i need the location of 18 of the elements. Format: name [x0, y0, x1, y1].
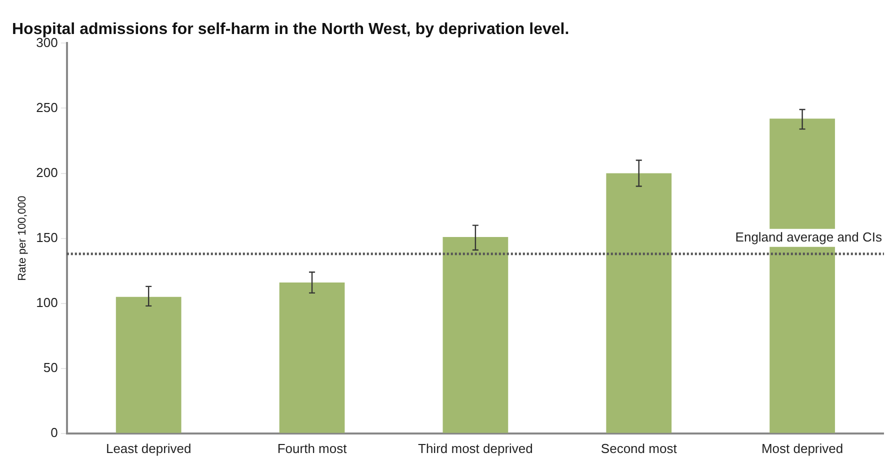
y-axis-title: Rate per 100,000: [16, 196, 29, 281]
bar: [606, 173, 672, 433]
y-tick-label: 250: [36, 100, 58, 115]
bar: [442, 237, 508, 433]
y-tick-label: 100: [36, 294, 58, 310]
x-tick-label: Fourth most: [277, 440, 348, 456]
x-tick-label: Most deprived: [761, 440, 844, 456]
bar: [279, 282, 345, 433]
bar: [116, 296, 182, 433]
x-tick-label: Least deprived: [106, 440, 192, 456]
x-tick-label: Third most deprived: [418, 440, 533, 456]
ref-line-label: England average and CIs: [735, 229, 882, 244]
y-tick-label: 0: [50, 424, 58, 440]
y-tick-label: 200: [36, 164, 58, 180]
chart-title: Hospital admissions for self-harm in the North West, by deprivation level.: [12, 21, 570, 38]
y-tick-label: 150: [36, 230, 58, 245]
x-tick-label: Second most: [600, 440, 678, 456]
y-tick-label: 50: [43, 360, 58, 375]
